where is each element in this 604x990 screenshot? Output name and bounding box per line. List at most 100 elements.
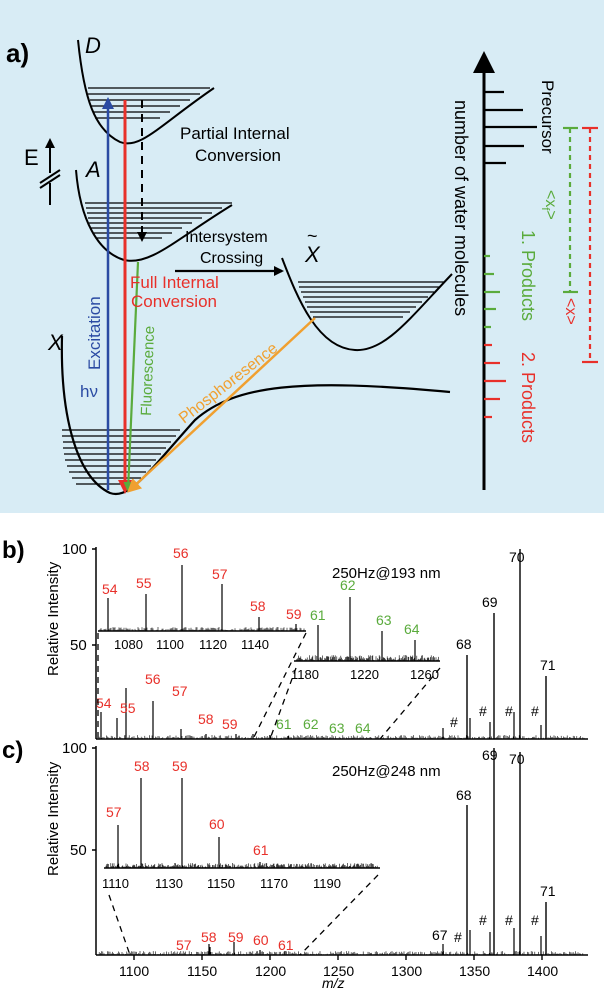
xf-dimension <box>563 126 578 294</box>
b-hash-1: # <box>450 714 458 730</box>
c-inset-label-58: 58 <box>134 758 150 774</box>
b-label-71: 71 <box>540 657 556 673</box>
b-label-59: 59 <box>222 716 238 732</box>
x-dimension <box>582 126 598 364</box>
fluorescence-arrow <box>123 261 140 492</box>
panel-c-condition: 250Hz@248 nm <box>332 763 441 780</box>
b-hash-4: # <box>531 703 539 719</box>
c-hash-4: # <box>531 912 539 928</box>
c-label-57: 57 <box>176 937 192 953</box>
precursor-distribution <box>484 90 537 165</box>
c-label-61: 61 <box>278 937 294 953</box>
b-label-56: 56 <box>145 671 161 687</box>
xf-label-open: <x <box>542 190 559 207</box>
c-hash-3: # <box>505 912 513 928</box>
panel-b-main-labels: 54 55 56 57 58 59 61 62 63 64 68 69 70 7… <box>96 549 556 736</box>
inset2-noise <box>295 655 439 661</box>
panel-c-main-labels: 57 58 59 60 61 67 68 69 70 71 # # # # <box>176 747 556 953</box>
inset1-tick-1140: 1140 <box>241 637 269 652</box>
c-label-68: 68 <box>456 787 472 803</box>
c-label-69: 69 <box>482 747 498 763</box>
c-label-60: 60 <box>253 932 269 948</box>
b-label-62: 62 <box>303 716 319 732</box>
c-inset-label-61: 61 <box>253 842 269 858</box>
excitation-label: Excitation <box>85 296 104 370</box>
b-label-68: 68 <box>456 636 472 652</box>
c-label-70: 70 <box>509 751 525 767</box>
products1-label: 1. Products <box>518 230 538 321</box>
panel-c-ytick-50-label: 50 <box>70 842 87 859</box>
potential-curve-Xtilde: X ~ <box>281 226 453 352</box>
panel-c: c) Relative Intensity 100 50 250Hz@248 n… <box>2 737 588 990</box>
c-inset-tick-1130: 1130 <box>155 876 183 891</box>
panel-b-ylabel: Relative Intensity <box>45 561 62 676</box>
b-hash-3: # <box>505 703 513 719</box>
inset2-label-62: 62 <box>340 577 356 593</box>
c-inset-tick-1170: 1170 <box>260 876 288 891</box>
baseline-noise <box>105 863 378 868</box>
c-xtick-1300: 1300 <box>391 963 422 979</box>
water-axis-label: number of water molecules <box>451 100 471 316</box>
c-xtick-1350: 1350 <box>459 963 490 979</box>
c-hash-1: # <box>454 929 462 945</box>
phosphorescence-arrow <box>127 317 316 493</box>
c-inset-label-57: 57 <box>106 804 122 820</box>
panel-c-inset: 57 58 59 60 61 1110 1130 1150 1170 1190 <box>102 758 380 956</box>
inset1-ticks: 1080 1100 1120 1140 <box>114 637 269 652</box>
partial-ic-label-2: Conversion <box>195 146 281 165</box>
c-xtick-1100: 1100 <box>119 963 149 979</box>
panel-c-xticks: 1100 1150 1200 1250 1300 1350 1400 <box>119 955 558 979</box>
products1-distribution <box>484 254 500 329</box>
panel-c-ylabel: Relative Intensity <box>45 761 62 876</box>
b-label-70: 70 <box>509 549 525 565</box>
b-label-57: 57 <box>172 683 188 699</box>
c-xtick-1250: 1250 <box>323 963 354 979</box>
inset1-label-58: 58 <box>250 598 266 614</box>
inset1-label-59: 59 <box>286 606 302 622</box>
panel-b: b) Relative Intensity 100 50 250Hz@193 n… <box>2 537 588 740</box>
products2-label: 2. Products <box>518 352 538 443</box>
b-label-69: 69 <box>482 594 498 610</box>
panel-b-peaks <box>100 549 547 739</box>
baseline-noise <box>295 655 439 661</box>
inset2-label-61: 61 <box>310 607 326 623</box>
c-label-71: 71 <box>540 883 556 899</box>
panel-b-inset1: 54 55 56 57 58 59 1080 1100 1120 1140 <box>97 545 307 740</box>
state-Xtilde-label: X <box>304 242 321 267</box>
c-label-59: 59 <box>228 929 244 945</box>
inset1-label-55: 55 <box>136 575 152 591</box>
b-label-61: 61 <box>276 716 292 732</box>
full-ic-label-2: Conversion <box>131 292 217 311</box>
panel-c-peaks <box>208 748 547 955</box>
inset1-tick-1080: 1080 <box>114 637 143 652</box>
c-inset-tick-1110: 1110 <box>102 876 129 891</box>
inset2-labels: 61 62 63 64 <box>310 577 420 637</box>
b-label-58: 58 <box>198 711 214 727</box>
c-xtick-1200: 1200 <box>255 963 286 979</box>
c-inset-labels: 57 58 59 60 61 <box>106 758 269 858</box>
panel-c-ytick-100-label: 100 <box>62 740 87 757</box>
panel-a-label: a) <box>6 38 29 68</box>
c-xtick-1400: 1400 <box>527 963 558 979</box>
panel-c-label: c) <box>2 737 23 764</box>
isc-label-1: Intersystem <box>185 229 268 246</box>
inset2-ticks: 1180 1220 1260 <box>291 667 439 682</box>
panel-b-inset2: 61 62 63 64 1180 1220 1260 <box>269 577 441 740</box>
state-A-label: A <box>84 157 101 182</box>
c-label-67: 67 <box>432 927 448 943</box>
panel-c-noise <box>97 951 586 955</box>
partial-ic-label-1: Partial Internal <box>180 124 290 143</box>
c-hash-2: # <box>479 912 487 928</box>
panel-a-background <box>0 0 604 513</box>
precursor-label: Precursor <box>538 80 557 154</box>
inset1-tick-1120: 1120 <box>199 637 227 652</box>
panel-b-ytick-100-label: 100 <box>62 541 87 558</box>
inset2-label-64: 64 <box>404 621 420 637</box>
baseline-noise <box>97 951 586 955</box>
b-label-54: 54 <box>96 695 112 711</box>
c-inset-tick-1190: 1190 <box>313 876 341 891</box>
state-X-label: X <box>47 330 64 355</box>
xf-label-close: > <box>542 210 559 219</box>
state-Xtilde-tilde: ~ <box>307 226 318 246</box>
